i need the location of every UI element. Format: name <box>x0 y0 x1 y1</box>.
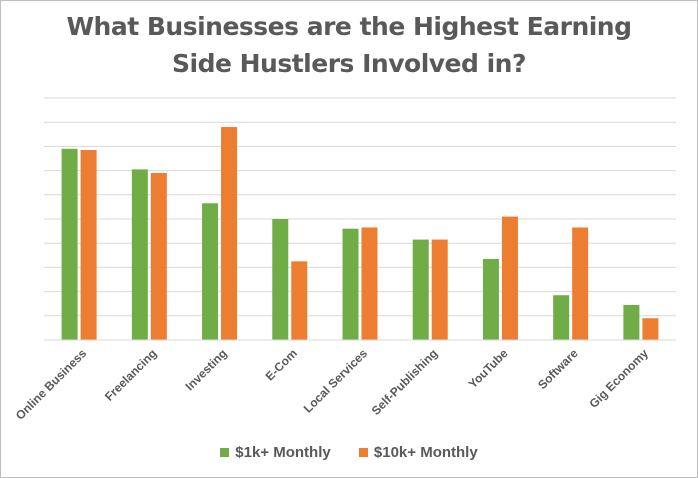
legend-item-series-1: $1k+ Monthly <box>220 444 331 461</box>
bar-series-1 <box>482 258 499 340</box>
x-tick-label: Online Business <box>13 346 90 423</box>
x-tick-label: E-Com <box>263 346 300 383</box>
bar-series-1 <box>553 295 570 340</box>
bar-series-2 <box>642 318 659 340</box>
x-tick-label: Self-Publishing <box>369 346 441 418</box>
chart-title-line-1: What Businesses are the Highest Earning <box>66 12 632 41</box>
bar-series-2 <box>221 127 238 340</box>
legend-swatch-series-1 <box>220 448 230 457</box>
bar-series-1 <box>131 169 148 340</box>
bar-series-1 <box>202 203 219 340</box>
x-tick-label: Local Services <box>301 346 371 416</box>
bar-series-2 <box>80 150 97 340</box>
legend-swatch-series-2 <box>358 448 368 457</box>
chart-legend: $1k+ Monthly $10k+ Monthly <box>0 444 698 461</box>
x-tick-label: YouTube <box>466 346 511 391</box>
chart-title-line-2: Side Hustlers Involved in? <box>172 49 526 78</box>
legend-item-series-2: $10k+ Monthly <box>358 444 478 461</box>
bar-series-2 <box>431 239 448 340</box>
bar-series-2 <box>361 227 378 340</box>
bar-series-1 <box>61 148 78 340</box>
chart-title: What Businesses are the Highest Earning … <box>0 8 698 82</box>
bar-series-2 <box>150 173 167 340</box>
bar-series-1 <box>412 239 429 340</box>
bar-series-1 <box>623 304 640 340</box>
x-tick-label: Gig Economy <box>586 346 651 411</box>
x-tick-label: Investing <box>183 346 230 393</box>
bar-series-2 <box>291 261 308 340</box>
bar-series-1 <box>272 219 289 340</box>
bar-series-2 <box>572 227 589 340</box>
legend-label-series-1: $1k+ Monthly <box>235 444 331 461</box>
bar-series-1 <box>342 228 359 340</box>
x-tick-label: Freelancing <box>102 346 160 404</box>
legend-label-series-2: $10k+ Monthly <box>373 444 478 461</box>
bar-series-2 <box>501 216 518 340</box>
x-tick-label: Software <box>535 346 581 392</box>
